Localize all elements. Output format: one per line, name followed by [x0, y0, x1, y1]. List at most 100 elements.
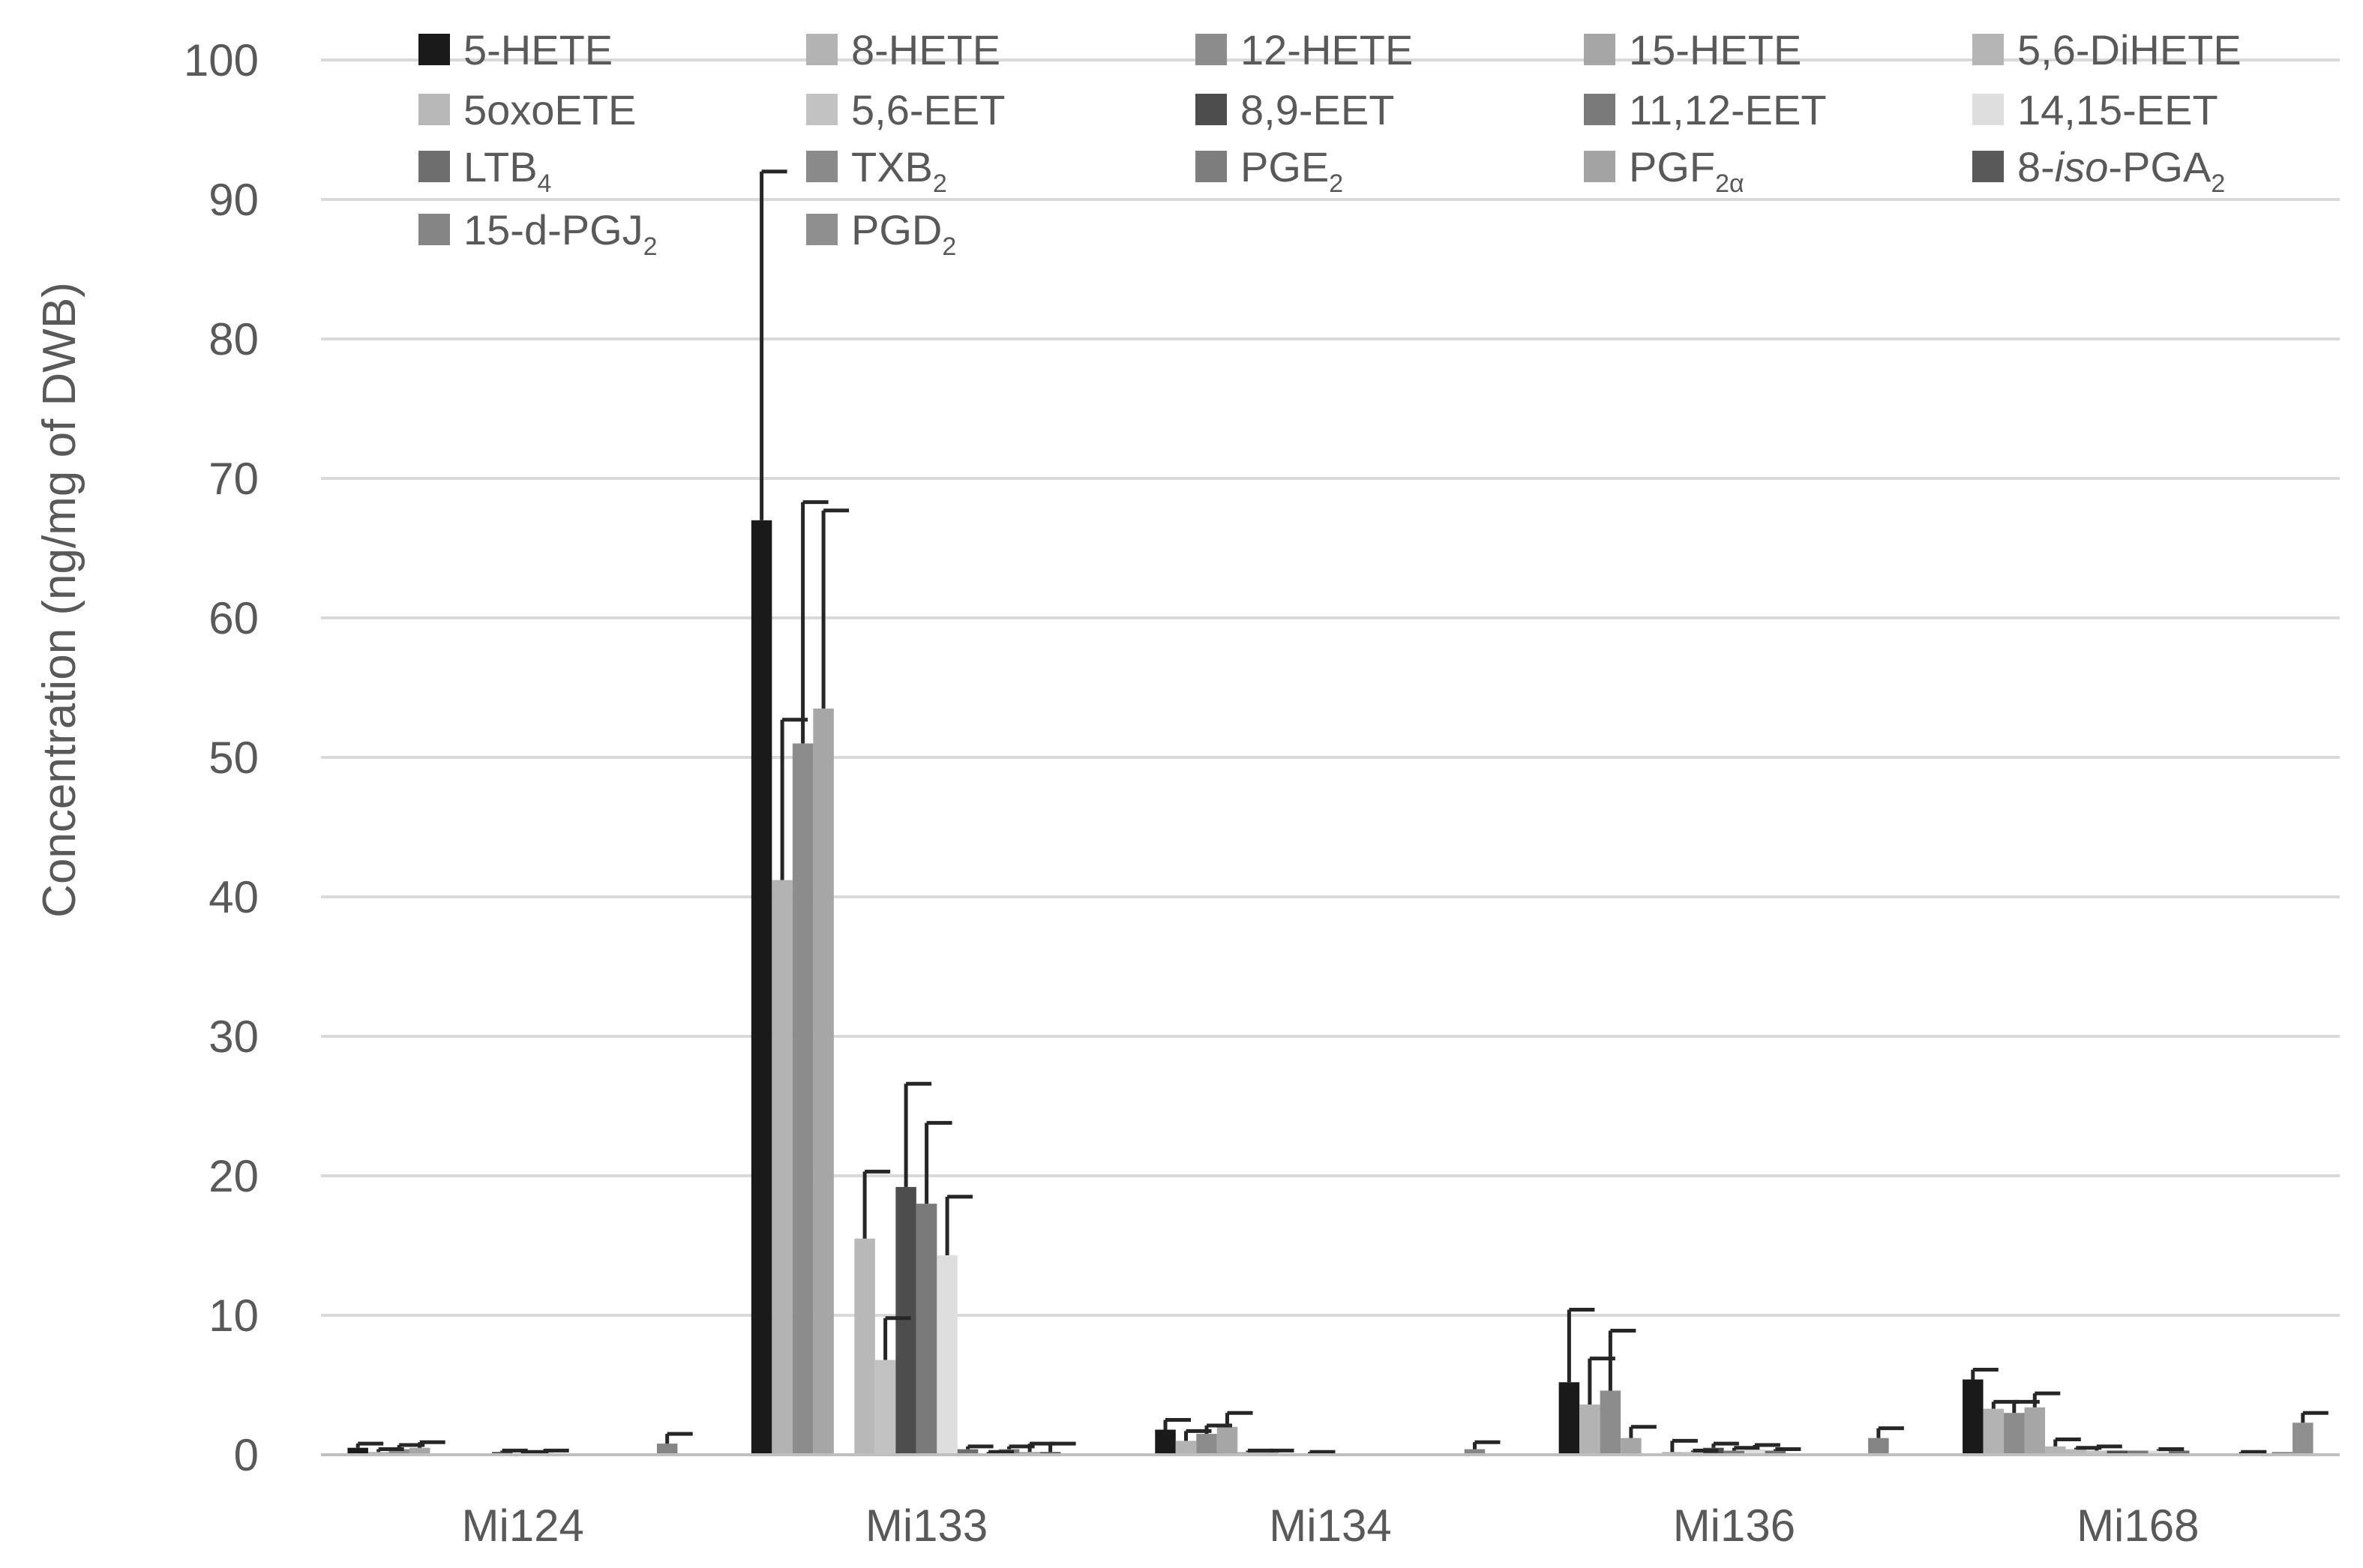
error-bar-pgf2-mi168 — [2239, 1450, 2267, 1454]
legend-item-15-hete: 15-HETE — [1584, 26, 1801, 73]
legend-swatch-5-6-dihete — [1972, 34, 2004, 65]
legend-swatch-pgd2 — [806, 214, 838, 245]
legend-label-15-d-pgj2: 15-d-PGJ2 — [463, 206, 658, 261]
bar-pgd2-mi168 — [2293, 1423, 2314, 1455]
y-tick-label-40: 40 — [208, 872, 259, 922]
bar-12-hete-mi124 — [388, 1449, 409, 1455]
legend-label-txb2: TXB2 — [851, 143, 947, 198]
bar-5-6-eet-mi133 — [874, 1360, 896, 1455]
error-bar-15-d-pgj2-mi124 — [665, 1432, 693, 1444]
y-tick-label-0: 0 — [234, 1430, 259, 1480]
bar-12-hete-mi134 — [1196, 1434, 1217, 1455]
error-bar-15-d-pgj2-mi136 — [1876, 1426, 1904, 1438]
legend-label-main: 5oxoETE — [463, 86, 636, 133]
x-tick-label-mi124: Mi124 — [461, 1501, 583, 1551]
error-bar-5-6-eet-mi136 — [1690, 1448, 1719, 1453]
x-tick-label-mi136: Mi136 — [1673, 1501, 1795, 1551]
bar-ltb4-mi136 — [1765, 1450, 1786, 1455]
error-bar-5-hete-mi124 — [355, 1441, 384, 1448]
legend-item-15-d-pgj2: 15-d-PGJ2 — [418, 206, 658, 261]
legend-label-subscript: 2 — [933, 169, 947, 198]
legend-label-prefix: 8- — [2017, 143, 2055, 190]
legend-label-subscript: 2 — [2211, 169, 2225, 198]
bar-8-9-eet-mi168 — [2107, 1450, 2128, 1455]
error-bar-15-hete-mi134 — [1225, 1411, 1253, 1427]
bar-15-hete-mi134 — [1216, 1426, 1238, 1455]
x-tick-label-mi134: Mi134 — [1269, 1501, 1391, 1551]
legend-label-subscript: 2α — [1715, 169, 1744, 198]
legend-item-5oxoete: 5oxoETE — [418, 86, 636, 133]
error-bar-12-hete-mi136 — [1608, 1328, 1636, 1391]
legend-label-main: -PGA — [2108, 143, 2212, 190]
legend-label-main: PGD — [851, 206, 942, 253]
legend-item-12-hete: 12-HETE — [1195, 26, 1413, 73]
legend-label-main: 5,6-DiHETE — [2017, 26, 2242, 73]
error-bar-5oxoete-mi136 — [1670, 1438, 1698, 1453]
y-axis-title: Concentration (ng/mg of DWB) — [34, 282, 85, 918]
error-bar-5-hete-mi133 — [760, 169, 787, 520]
legend-label-main: 12-HETE — [1240, 26, 1413, 73]
error-bar-5oxoete-mi134 — [1267, 1448, 1294, 1453]
error-bar-5-6-eet-mi168 — [2095, 1444, 2122, 1451]
error-bar-pgd2-mi168 — [2301, 1411, 2329, 1423]
bar-8-hete-mi136 — [1579, 1405, 1600, 1455]
y-tick-label-90: 90 — [208, 175, 259, 225]
error-bar-5-hete-mi136 — [1567, 1308, 1595, 1383]
legend-swatch-5-hete — [418, 34, 450, 65]
legend-swatch-ltb4 — [418, 151, 450, 182]
legend-item-8-9-eet: 8,9-EET — [1195, 86, 1394, 133]
error-bar-8-iso-pga2-mi133 — [1048, 1441, 1076, 1453]
bar-8-hete-mi134 — [1175, 1441, 1197, 1455]
legend-label-5-6-eet: 5,6-EET — [851, 86, 1005, 133]
bar-ltb4-mi168 — [2169, 1450, 2190, 1455]
legend-swatch-pge2 — [1195, 151, 1227, 182]
legend-swatch-11-12-eet — [1584, 94, 1615, 125]
legend-label-subscript: 2 — [1329, 169, 1343, 198]
error-bar-5-6-eet-mi133 — [883, 1316, 911, 1360]
bar-14-15-eet-mi136 — [1744, 1449, 1765, 1455]
legend-label-ltb4: LTB4 — [463, 143, 551, 198]
legend-item-5-hete: 5-HETE — [418, 26, 613, 73]
legend-item-pgd2: PGD2 — [806, 206, 956, 261]
legend-item-ltb4: LTB4 — [418, 143, 551, 198]
error-bar-ltb4-mi133 — [966, 1444, 994, 1450]
error-bar-8-9-eet-mi136 — [1711, 1441, 1739, 1448]
legend-label-italic: iso — [2055, 143, 2109, 190]
bar-11-12-eet-mi168 — [2128, 1450, 2149, 1455]
bar-15-d-pgj2-mi124 — [656, 1444, 678, 1455]
legend-label-main: LTB — [463, 143, 538, 190]
bar-5-hete-mi124 — [347, 1447, 368, 1455]
legend-label-pgf2: PGF2α — [1629, 143, 1744, 198]
bar-14-15-eet-mi168 — [2148, 1450, 2170, 1455]
error-bar-5oxoete-mi133 — [862, 1169, 891, 1239]
error-bar-14-15-eet-mi133 — [945, 1195, 973, 1256]
error-bar-15-hete-mi168 — [2032, 1391, 2061, 1408]
error-bar-14-15-eet-mi124 — [541, 1448, 569, 1453]
error-bar-15-hete-mi133 — [821, 508, 850, 709]
legend-label-main: 14,15-EET — [2017, 86, 2218, 133]
legend-swatch-15-d-pgj2 — [418, 214, 450, 245]
bar-5oxoete-mi133 — [854, 1238, 875, 1455]
bar-5-hete-mi134 — [1155, 1429, 1176, 1455]
error-bar-15-d-pgj2-mi134 — [1473, 1440, 1501, 1450]
legend-label-main: PGF — [1629, 143, 1715, 190]
error-bar-txb2-mi133 — [986, 1450, 1015, 1454]
bar-12-hete-mi168 — [2004, 1413, 2025, 1455]
legend-label-11-12-eet: 11,12-EET — [1629, 86, 1827, 133]
bar-12-hete-mi136 — [1600, 1390, 1621, 1455]
y-tick-label-50: 50 — [208, 733, 259, 783]
bar-5-6-dihete-mi168 — [2045, 1446, 2066, 1455]
y-tick-label-80: 80 — [208, 314, 259, 364]
bar-5-hete-mi136 — [1558, 1382, 1580, 1455]
error-bar-15-hete-mi136 — [1629, 1425, 1657, 1438]
legend-item-14-15-eet: 14,15-EET — [1972, 86, 2218, 133]
error-bar-5-6-dihete-mi168 — [2053, 1438, 2081, 1447]
legend-label-main: 5,6-EET — [851, 86, 1005, 133]
x-tick-label-mi168: Mi168 — [2077, 1501, 2199, 1551]
bar-15-hete-mi136 — [1621, 1438, 1642, 1455]
legend-label-main: 15-d-PGJ — [463, 206, 643, 253]
bar-15-d-pgj2-mi134 — [1464, 1449, 1486, 1455]
legend-label-main: TXB — [851, 143, 933, 190]
legend-label-main: 5-HETE — [463, 26, 613, 73]
